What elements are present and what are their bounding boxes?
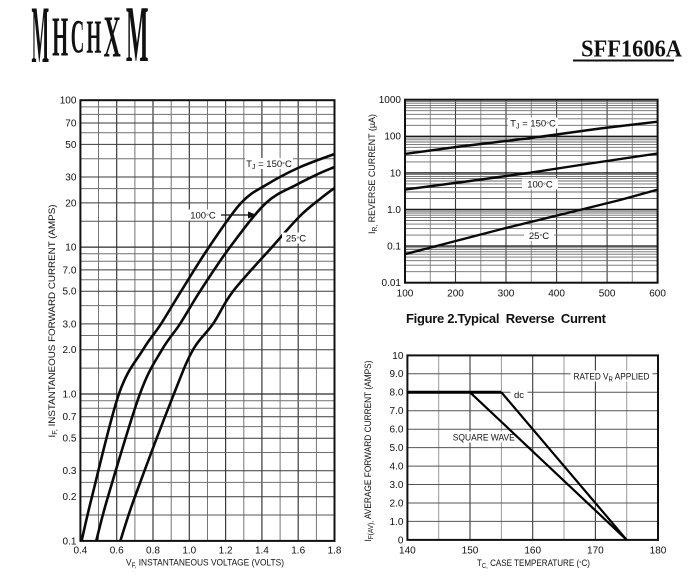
svg-text:0.5: 0.5 xyxy=(62,434,76,445)
svg-text:0.01: 0.01 xyxy=(382,278,402,289)
svg-text:600: 600 xyxy=(649,289,666,300)
svg-text:M: M xyxy=(32,0,50,80)
svg-text:50: 50 xyxy=(65,140,77,151)
svg-text:200: 200 xyxy=(447,289,464,300)
svg-text:4.0: 4.0 xyxy=(389,462,403,473)
svg-text:TC, CASE TEMPERATURE (°C): TC, CASE TEMPERATURE (°C) xyxy=(477,558,590,570)
svg-text:150: 150 xyxy=(462,546,479,557)
svg-text:5.0: 5.0 xyxy=(62,287,76,298)
svg-text:1.0: 1.0 xyxy=(182,546,196,557)
svg-text:25°C: 25°C xyxy=(529,231,549,242)
svg-text:C: C xyxy=(71,11,85,64)
svg-text:70: 70 xyxy=(65,118,77,129)
svg-text:0: 0 xyxy=(398,535,404,546)
svg-text:30: 30 xyxy=(65,172,77,183)
svg-text:20: 20 xyxy=(65,198,77,209)
svg-text:170: 170 xyxy=(587,546,604,557)
svg-text:0.3: 0.3 xyxy=(62,466,76,477)
svg-text:H: H xyxy=(86,11,101,64)
svg-text:10: 10 xyxy=(390,168,402,179)
svg-text:160: 160 xyxy=(524,546,541,557)
svg-text:Figure 2.Typical Reverse Cur: Figure 2.Typical Reverse Current xyxy=(406,311,607,326)
svg-text:100: 100 xyxy=(397,289,414,300)
svg-text:300: 300 xyxy=(498,289,515,300)
svg-text:1.0: 1.0 xyxy=(387,205,401,216)
svg-text:IR, REVERSE CURRENT (µA): IR, REVERSE CURRENT (µA) xyxy=(367,114,379,234)
svg-text:10: 10 xyxy=(65,243,77,254)
svg-text:7.0: 7.0 xyxy=(389,406,403,417)
svg-text:180: 180 xyxy=(650,546,667,557)
svg-text:100°C: 100°C xyxy=(527,179,553,190)
svg-text:0.2: 0.2 xyxy=(62,492,76,503)
svg-text:IF(AV), AVERAGE FORWARD CURREN: IF(AV), AVERAGE FORWARD CURRENT (AMPS) xyxy=(363,360,375,541)
svg-text:100°C: 100°C xyxy=(190,210,216,221)
svg-text:TJ = 150°C: TJ = 150°C xyxy=(246,159,292,171)
svg-text:500: 500 xyxy=(599,289,616,300)
svg-text:100: 100 xyxy=(384,132,401,143)
svg-text:TJ = 150°C: TJ = 150°C xyxy=(510,118,556,130)
svg-text:VF, INSTANTANEOUS VOLTAGE (VOL: VF, INSTANTANEOUS VOLTAGE (VOLTS) xyxy=(126,558,284,570)
svg-text:dc: dc xyxy=(514,390,524,401)
svg-text:1.2: 1.2 xyxy=(219,546,233,557)
svg-text:5.0: 5.0 xyxy=(389,443,403,454)
svg-text:0.1: 0.1 xyxy=(62,536,76,547)
svg-text:1000: 1000 xyxy=(379,95,402,106)
svg-text:0.6: 0.6 xyxy=(110,546,124,557)
svg-text:SQUARE WAVE: SQUARE WAVE xyxy=(453,432,515,443)
svg-text:SFF1606A: SFF1606A xyxy=(581,37,683,63)
svg-text:3.0: 3.0 xyxy=(389,480,403,491)
svg-text:0.4: 0.4 xyxy=(73,546,87,557)
svg-text:0.8: 0.8 xyxy=(146,546,160,557)
svg-text:2.0: 2.0 xyxy=(389,498,403,509)
svg-text:6.0: 6.0 xyxy=(389,425,403,436)
svg-text:1.0: 1.0 xyxy=(389,517,403,528)
svg-text:M: M xyxy=(126,0,149,79)
svg-text:25°C: 25°C xyxy=(286,233,306,244)
svg-text:IF, INSTANTANEOUS FORWARD CURR: IF, INSTANTANEOUS FORWARD CURRENT (AMPS) xyxy=(47,205,59,438)
svg-text:3.0: 3.0 xyxy=(62,319,76,330)
svg-text:RATED VR APPLIED: RATED VR APPLIED xyxy=(574,371,650,383)
svg-text:2.0: 2.0 xyxy=(62,345,76,356)
svg-text:100: 100 xyxy=(60,96,77,107)
svg-text:7.0: 7.0 xyxy=(62,265,76,276)
svg-text:1.0: 1.0 xyxy=(62,389,76,400)
svg-text:9.0: 9.0 xyxy=(389,369,403,380)
svg-text:10: 10 xyxy=(392,351,404,362)
svg-text:1.8: 1.8 xyxy=(328,546,342,557)
svg-text:1.4: 1.4 xyxy=(255,546,269,557)
svg-text:140: 140 xyxy=(399,546,416,557)
svg-text:0.1: 0.1 xyxy=(387,242,401,253)
svg-text:H: H xyxy=(52,6,68,68)
svg-text:0.7: 0.7 xyxy=(62,412,76,423)
svg-text:1.6: 1.6 xyxy=(291,546,305,557)
svg-text:8.0: 8.0 xyxy=(389,388,403,399)
svg-text:X: X xyxy=(104,4,121,69)
svg-text:400: 400 xyxy=(548,289,565,300)
